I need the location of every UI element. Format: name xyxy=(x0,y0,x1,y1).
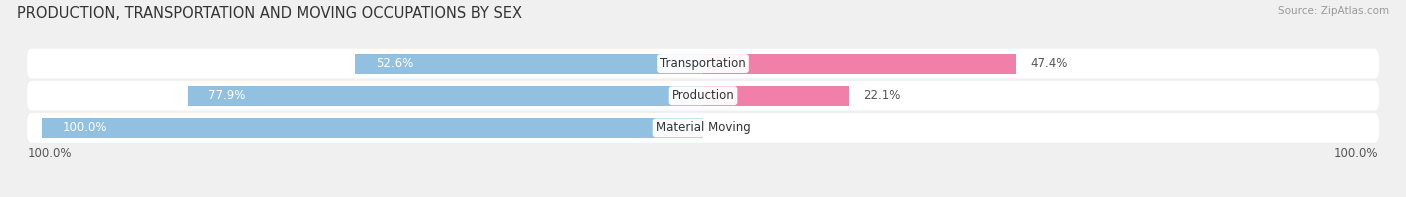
Bar xyxy=(42,118,703,138)
Text: Material Moving: Material Moving xyxy=(655,121,751,134)
Bar xyxy=(703,54,1017,73)
Text: Source: ZipAtlas.com: Source: ZipAtlas.com xyxy=(1278,6,1389,16)
Text: PRODUCTION, TRANSPORTATION AND MOVING OCCUPATIONS BY SEX: PRODUCTION, TRANSPORTATION AND MOVING OC… xyxy=(17,6,522,21)
Text: 100.0%: 100.0% xyxy=(1334,147,1378,160)
FancyBboxPatch shape xyxy=(27,81,1379,111)
Bar xyxy=(188,86,703,106)
Bar xyxy=(703,86,849,106)
Text: 100.0%: 100.0% xyxy=(28,147,72,160)
Text: 0.0%: 0.0% xyxy=(717,121,747,134)
Text: 77.9%: 77.9% xyxy=(208,89,246,102)
Text: Transportation: Transportation xyxy=(661,57,745,70)
Text: 47.4%: 47.4% xyxy=(1031,57,1067,70)
Bar xyxy=(356,54,703,73)
Text: 22.1%: 22.1% xyxy=(863,89,900,102)
Text: Production: Production xyxy=(672,89,734,102)
FancyBboxPatch shape xyxy=(27,49,1379,78)
Text: 100.0%: 100.0% xyxy=(62,121,107,134)
Text: 52.6%: 52.6% xyxy=(375,57,413,70)
FancyBboxPatch shape xyxy=(27,113,1379,143)
